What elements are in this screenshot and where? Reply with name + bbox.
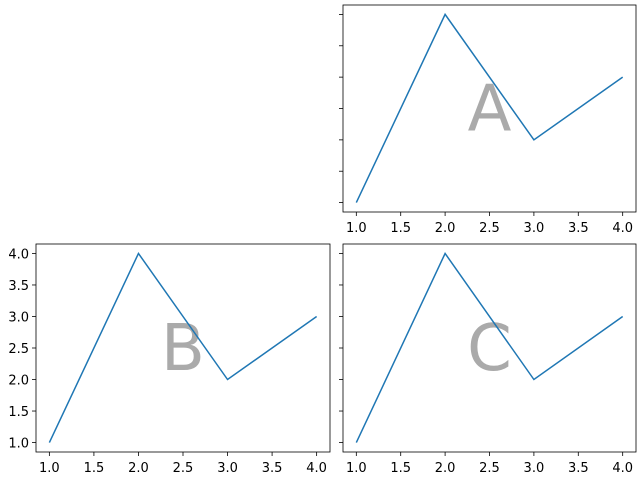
x-tick-label: 2.0 <box>128 461 149 476</box>
x-tick-label: 1.0 <box>346 461 367 476</box>
x-tick-label: 2.0 <box>435 461 456 476</box>
y-tick-label: 3.0 <box>8 310 29 325</box>
line-series <box>355 12 624 203</box>
x-tick-label: 3.5 <box>568 461 589 476</box>
y-tick-label: 3.5 <box>8 279 29 294</box>
x-tick-label: 4.0 <box>612 221 633 236</box>
x-tick-label: 1.5 <box>390 461 411 476</box>
x-tick-label: 2.5 <box>479 221 500 236</box>
y-tick-label: 2.5 <box>8 342 29 357</box>
y-tick-label: 1.5 <box>8 405 29 420</box>
x-tick-label: 2.0 <box>435 221 456 236</box>
line-series <box>355 251 624 443</box>
x-tick-label: 1.0 <box>39 461 60 476</box>
x-tick-label: 4.0 <box>612 461 633 476</box>
panel-label: C <box>467 312 512 386</box>
x-tick-label: 3.0 <box>524 221 545 236</box>
x-tick-label: 3.5 <box>568 221 589 236</box>
x-tick-label: 2.5 <box>479 461 500 476</box>
panel-label: A <box>468 73 512 147</box>
x-tick-label: 3.5 <box>262 461 283 476</box>
y-tick-label: 1.0 <box>8 437 29 452</box>
y-tick-label: 2.0 <box>8 374 29 389</box>
x-tick-label: 3.0 <box>217 461 238 476</box>
x-tick-label: 1.5 <box>84 461 105 476</box>
x-tick-label: 4.0 <box>306 461 327 476</box>
x-tick-label: 3.0 <box>524 461 545 476</box>
line-series <box>48 251 318 443</box>
x-tick-label: 1.0 <box>346 221 367 236</box>
x-tick-label: 1.5 <box>390 221 411 236</box>
x-tick-label: 2.5 <box>173 461 194 476</box>
y-tick-label: 4.0 <box>8 247 29 262</box>
panel-label: B <box>161 312 205 386</box>
